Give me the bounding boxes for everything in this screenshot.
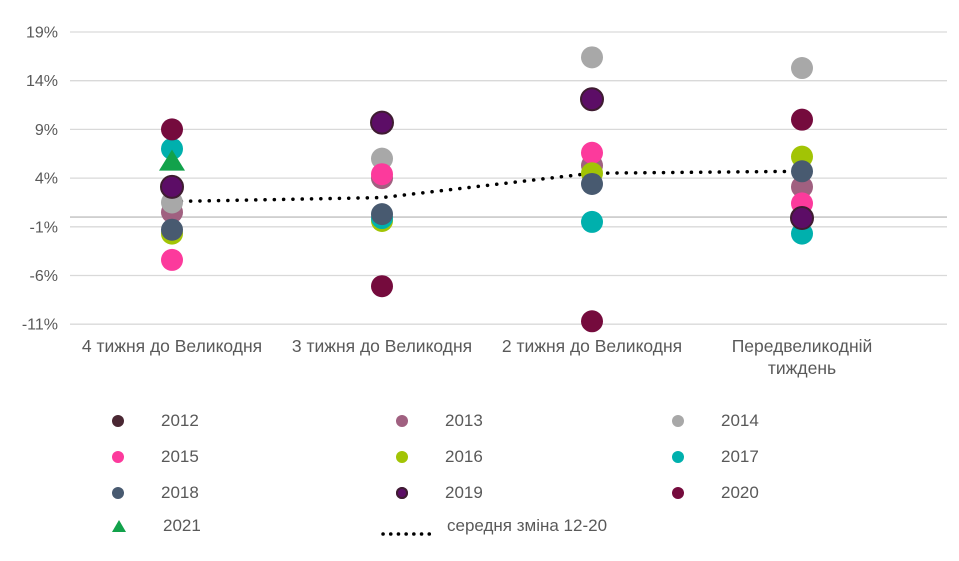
point-2014-cat1 <box>371 147 393 170</box>
legend-label: 2020 <box>721 483 759 502</box>
legend-circle-swatch <box>396 415 408 427</box>
legend-label: 2017 <box>721 447 759 466</box>
point-2017-cat0 <box>161 137 183 160</box>
legend-label: 2014 <box>721 411 759 430</box>
point-2019-cat1 <box>370 110 394 135</box>
legend-circle-swatch <box>672 451 684 463</box>
legend-item-2018: 2018 <box>112 483 199 503</box>
point-2018-cat2 <box>581 172 603 195</box>
legend-circle-swatch <box>672 415 684 427</box>
legend-item-2012: 2012 <box>112 411 199 431</box>
y-tick-label: -1% <box>30 219 58 236</box>
point-2014-cat3 <box>791 57 813 80</box>
point-2015-cat1 <box>371 163 393 186</box>
legend-item-2014: 2014 <box>672 411 759 431</box>
legend-label: середня зміна 12-20 <box>447 516 608 535</box>
point-2018-cat3 <box>791 160 813 183</box>
legend-label: 2016 <box>445 447 483 466</box>
average-line <box>170 169 804 204</box>
legend-item-2015: 2015 <box>112 447 199 467</box>
point-2020-cat0 <box>161 118 183 141</box>
point-2020-cat1 <box>371 275 393 298</box>
y-tick-label: 9% <box>35 122 58 139</box>
point-2019-cat0 <box>160 174 184 199</box>
point-2018-cat1 <box>371 203 393 226</box>
legend-circle-swatch <box>672 487 684 499</box>
point-2014-cat2 <box>581 46 603 69</box>
legend-dotted-line-swatch <box>380 524 436 536</box>
legend-circle-swatch <box>396 451 408 463</box>
legend-circle-swatch <box>112 487 124 499</box>
x-category-label-2: 2 тижня до Великодня <box>502 336 682 356</box>
x-category-label-3: Передвеликодній тиждень <box>732 336 873 378</box>
point-2019-cat2 <box>580 87 604 112</box>
legend-item-2016: 2016 <box>396 447 483 467</box>
point-2013-cat3 <box>791 175 813 198</box>
legend-item-2019: 2019 <box>396 483 483 503</box>
legend-label: 2019 <box>445 483 483 502</box>
y-tick-label: 14% <box>26 73 58 90</box>
legend-label: 2018 <box>161 483 199 502</box>
scatter-chart: 19% 14% 9% 4% -1% -6% -11% 4 тижня до Великодня… <box>22 25 947 378</box>
x-category-label-1: 3 тижня до Великодня <box>292 336 472 356</box>
legend-label: 2012 <box>161 411 199 430</box>
legend-circle-swatch <box>112 415 124 427</box>
point-2021-cat0 <box>159 149 185 171</box>
y-tick-label: 4% <box>35 171 58 188</box>
legend-triangle-swatch <box>112 520 126 532</box>
legend-item-2021: 2021 <box>112 516 201 536</box>
legend-label: 2015 <box>161 447 199 466</box>
legend-item-2017: 2017 <box>672 447 759 467</box>
point-2020-cat3 <box>791 108 813 131</box>
point-2019-cat3 <box>790 206 814 231</box>
y-tick-label: -11% <box>22 317 58 334</box>
legend-label: 2013 <box>445 411 483 430</box>
point-2020-cat2 <box>581 310 603 333</box>
point-2015-cat2 <box>581 141 603 164</box>
x-category-label-0: 4 тижня до Великодня <box>82 336 262 356</box>
legend-item-2020: 2020 <box>672 483 759 503</box>
legend-circle-swatch <box>396 487 408 499</box>
legend-item-середня-зміна-12-20: середня зміна 12-20 <box>380 516 607 536</box>
legend-label: 2021 <box>163 516 201 535</box>
y-tick-label: -6% <box>30 268 58 285</box>
legend-circle-swatch <box>112 451 124 463</box>
point-2018-cat0 <box>161 218 183 241</box>
y-tick-label: 19% <box>26 25 58 42</box>
point-2017-cat2 <box>581 210 603 233</box>
legend-item-2013: 2013 <box>396 411 483 431</box>
point-2015-cat0 <box>161 248 183 271</box>
